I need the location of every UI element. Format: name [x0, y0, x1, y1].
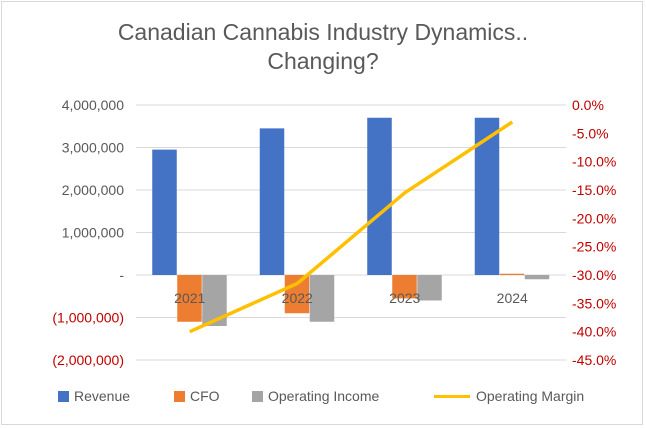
bar-operating-income-2023 [417, 275, 442, 301]
legend-swatch [174, 390, 185, 402]
bar-cfo-2024 [499, 273, 525, 275]
legend-swatch [58, 390, 69, 402]
x-category-label: 2022 [282, 290, 313, 306]
legend-label: Operating Income [268, 388, 380, 404]
y-right-tick-label: -45.0% [572, 352, 616, 368]
bar-cfo-2021 [177, 275, 202, 322]
legend-item-operating-income: Operating Income [252, 386, 379, 406]
chart-legend: Revenue CFO Operating Income Operating Marg… [0, 386, 646, 406]
x-category-label: 2023 [389, 290, 420, 306]
chart-title: Canadian Cannabis Industry Dynamics.. Ch… [0, 18, 646, 76]
y-left-tick-label: - [119, 267, 124, 283]
x-category-label: 2021 [174, 290, 205, 306]
y-right-tick-label: -40.0% [572, 324, 616, 340]
legend-label: Operating Margin [476, 388, 585, 404]
y-left-tick-label: 3,000,000 [62, 140, 124, 156]
y-left-tick-label: (2,000,000) [52, 352, 124, 368]
legend-label: Revenue [74, 388, 131, 404]
legend-swatch [252, 390, 263, 402]
y-right-tick-label: -20.0% [572, 210, 616, 226]
y-right-tick-label: -30.0% [572, 267, 616, 283]
legend-item-cfo: CFO [174, 386, 220, 406]
bar-operating-income-2022 [309, 275, 335, 322]
y-right-tick-label: -5.0% [572, 125, 609, 141]
y-left-tick-label: (1,000,000) [52, 310, 124, 326]
legend-item-revenue: Revenue [58, 386, 130, 406]
y-right-tick-label: -10.0% [572, 154, 616, 170]
bar-revenue-2023 [367, 117, 392, 275]
y-right-tick-label: -15.0% [572, 182, 616, 198]
line-operating-margin [189, 120, 514, 334]
chart-title-line-1: Canadian Cannabis Industry Dynamics.. [117, 19, 529, 45]
bar-revenue-2021 [152, 149, 177, 275]
y-right-tick-label: -25.0% [572, 239, 616, 255]
y-left-tick-label: 4,000,000 [62, 97, 124, 113]
y-left-tick-label: 1,000,000 [62, 225, 124, 241]
bar-revenue-2024 [474, 117, 500, 275]
chart-title-line-2: Changing? [267, 48, 379, 74]
legend-swatch [434, 394, 470, 398]
bar-revenue-2022 [259, 128, 285, 275]
y-right-tick-label: -35.0% [572, 295, 616, 311]
x-category-label: 2024 [497, 290, 528, 306]
legend-label: CFO [190, 388, 220, 404]
y-right-tick-label: 0.0% [572, 97, 604, 113]
chart-plot: 4,000,000 3,000,000 2,000,000 1,000,000 - (1,… [52, 97, 616, 368]
bar-cfo-2023 [392, 275, 417, 299]
y-left-tick-label: 2,000,000 [62, 182, 124, 198]
bar-operating-income-2024 [524, 275, 550, 280]
legend-item-operating-margin: Operating Margin [434, 386, 584, 406]
bar-cfo-2022 [284, 275, 310, 314]
